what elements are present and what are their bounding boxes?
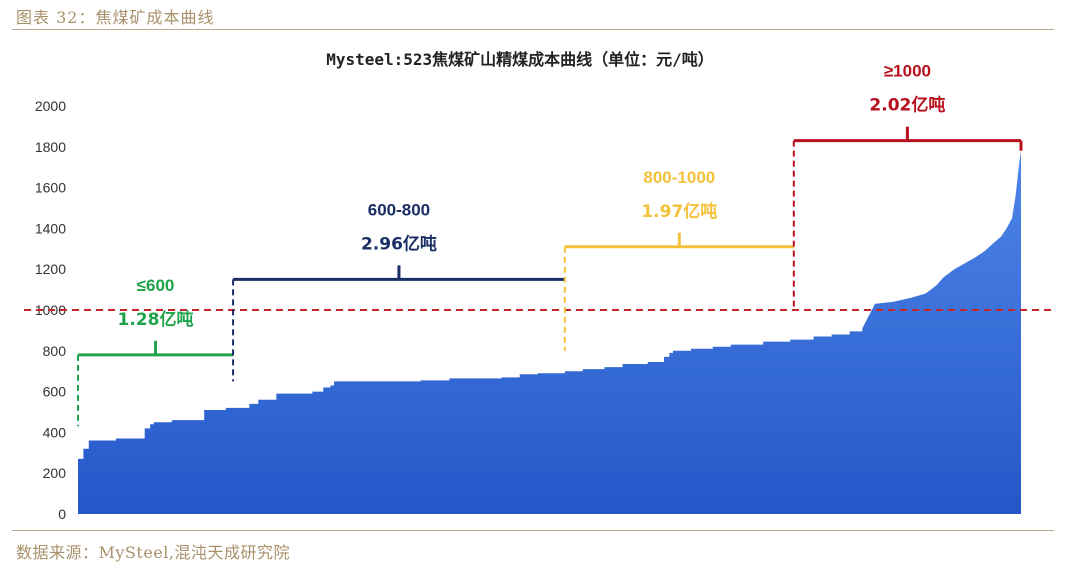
group-range-label: 800-1000 [643,168,715,187]
group-annotations: ≤600 1.28亿吨 600-800 2.96亿吨 800-1000 1.97亿吨 ≥10… [77,62,1023,427]
group-range-label: 600-800 [368,200,430,219]
group-volume-label: 1.28亿吨 [118,309,194,330]
cost-curve-chart: Mysteel:523焦煤矿山精煤成本曲线（单位：元/吨） 0 200 400 600… [24,50,1054,522]
caption-rule [12,29,1054,30]
y-tick-label: 800 [43,343,67,359]
group-volume-label: 1.97亿吨 [641,201,717,222]
group-range-label: ≤600 [137,276,175,295]
group-1: ≤600 1.28亿吨 [77,276,234,427]
y-tick-label: 0 [58,506,66,522]
group-volume-label: 2.96亿吨 [361,233,437,254]
source-rule [12,530,1054,531]
y-tick-label: 1400 [35,220,66,236]
group-range-label: ≥1000 [884,62,931,81]
y-tick-label: 2000 [35,98,66,114]
chart-title: Mysteel:523焦煤矿山精煤成本曲线（单位：元/吨） [326,50,714,69]
group-2: 600-800 2.96亿吨 [232,200,565,382]
group-volume-label: 2.02亿吨 [869,95,945,116]
y-tick-label: 600 [43,384,67,400]
cost-curve-area [78,150,1021,514]
y-tick-label: 1800 [35,139,66,155]
y-tick-label: 200 [43,465,67,481]
y-tick-label: 400 [43,424,67,440]
group-3: 800-1000 1.97亿吨 [563,168,794,351]
figure-caption: 图表 32：焦煤矿成本曲线 [16,8,215,27]
group-4: ≥1000 2.02亿吨 [792,62,1023,310]
y-tick-label: 1200 [35,261,66,277]
source-note: 数据来源：MySteel,混沌天成研究院 [16,543,290,562]
cost-area [78,150,1021,514]
y-tick-label: 1600 [35,180,66,196]
